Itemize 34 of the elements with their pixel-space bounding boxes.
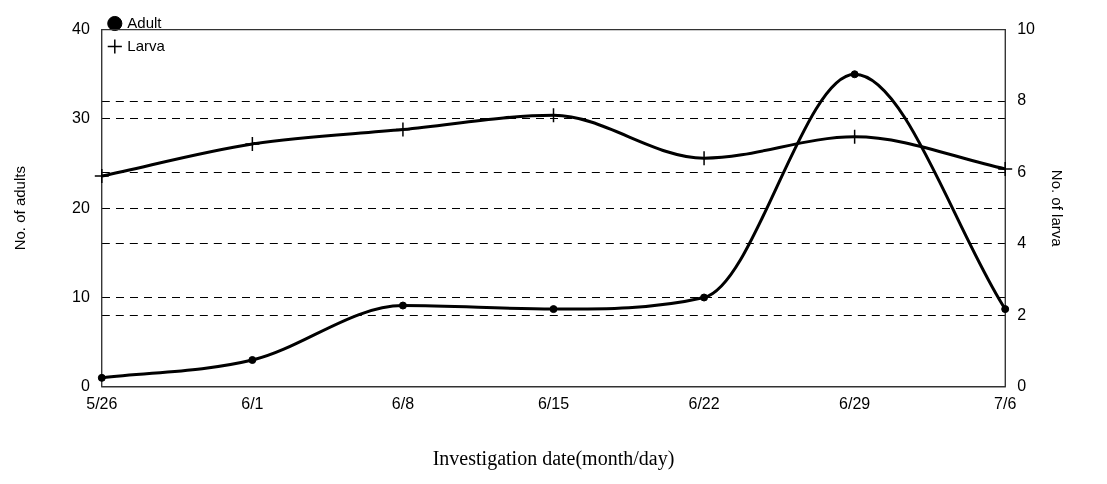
point xyxy=(248,356,257,365)
y-axis-title: No. of adults xyxy=(11,166,29,251)
x-tick-label: 6/1 xyxy=(241,394,264,412)
point xyxy=(395,121,411,138)
legend-label: Larva xyxy=(127,36,166,54)
y-tick-label: 30 xyxy=(72,109,90,127)
legend-label: Adult xyxy=(127,13,163,31)
y-tick-label: 0 xyxy=(80,377,90,395)
point xyxy=(244,136,261,152)
point xyxy=(997,161,1013,177)
point xyxy=(398,301,407,310)
y2-tick-label: 0 xyxy=(1017,377,1027,395)
point xyxy=(549,305,558,314)
x-tick-label: 6/29 xyxy=(839,394,871,412)
x-axis-title: Investigation date(month/day) xyxy=(432,447,675,471)
y2-tick-label: 2 xyxy=(1017,305,1027,323)
point xyxy=(700,293,709,302)
point xyxy=(1001,305,1010,314)
x-tick-label: 7/6 xyxy=(994,394,1017,412)
y2-tick-label: 4 xyxy=(1017,234,1027,252)
y2-axis-title: No. of larva xyxy=(1048,169,1066,248)
y-tick-label: 10 xyxy=(72,287,90,305)
x-tick-label: 6/22 xyxy=(688,394,720,412)
point xyxy=(94,168,110,184)
y2-tick-label: 8 xyxy=(1017,91,1027,109)
x-tick-label: 5/26 xyxy=(86,394,118,412)
y2-tick-label: 10 xyxy=(1017,20,1036,38)
y-tick-label: 20 xyxy=(72,198,90,216)
point xyxy=(97,373,106,382)
point xyxy=(850,70,859,79)
x-tick-label: 6/15 xyxy=(537,394,570,412)
y2-tick-label: 6 xyxy=(1017,162,1027,180)
y-tick-label: 40 xyxy=(72,20,90,38)
x-tick-label: 6/8 xyxy=(391,394,415,412)
